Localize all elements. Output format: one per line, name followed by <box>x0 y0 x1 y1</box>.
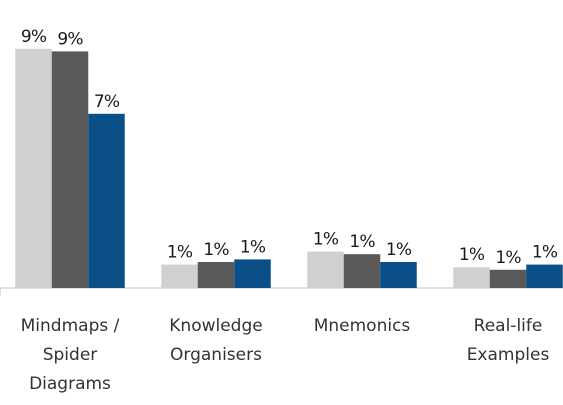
bar <box>489 269 527 288</box>
value-label: 1% <box>240 237 266 257</box>
bar <box>88 113 125 288</box>
bar <box>343 254 381 288</box>
x-tick-label: Real-life Examples <box>466 316 550 365</box>
bar <box>380 262 417 288</box>
bar <box>307 251 344 288</box>
value-label: 9% <box>57 29 83 49</box>
value-label: 1% <box>495 248 521 268</box>
value-label: 1% <box>459 245 485 265</box>
bar <box>161 264 198 288</box>
value-label: 1% <box>386 240 412 260</box>
value-label: 1% <box>167 243 193 263</box>
bar <box>526 264 563 288</box>
x-tick-label: Mnemonics <box>313 316 411 336</box>
value-label: 9% <box>21 27 47 47</box>
value-label: 1% <box>532 243 558 263</box>
bar <box>453 267 490 288</box>
bar <box>234 259 271 288</box>
value-label: 1% <box>203 240 229 260</box>
bar <box>197 262 235 288</box>
value-label: 1% <box>349 232 375 252</box>
bar <box>51 51 89 289</box>
x-tick-label: Knowledge Organisers <box>169 316 263 365</box>
value-label: 7% <box>94 92 120 112</box>
bar <box>15 48 52 288</box>
value-label: 1% <box>313 230 339 250</box>
x-tick-label: Mindmaps / Spider Diagrams <box>20 316 120 394</box>
